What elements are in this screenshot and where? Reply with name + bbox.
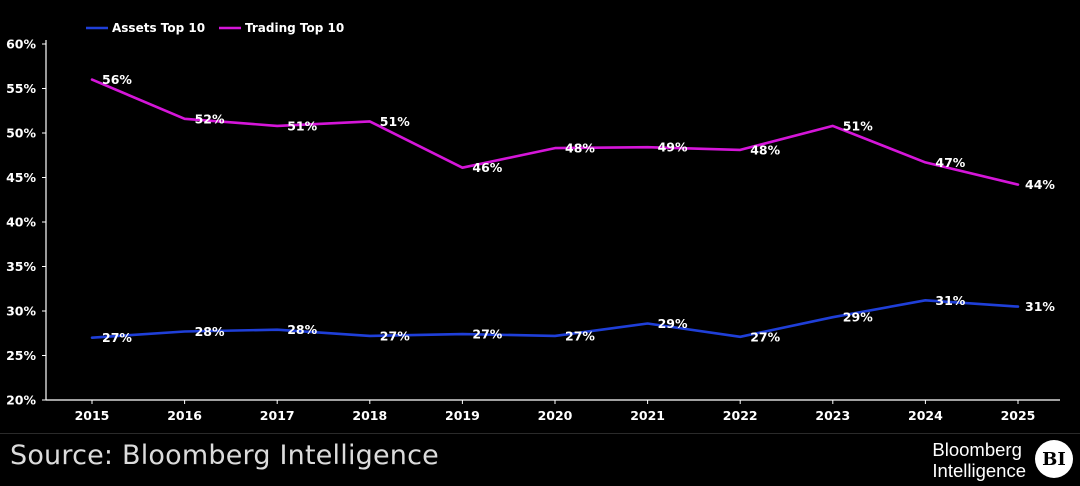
x-tick-label: 2020 [538,408,573,423]
data-label: 29% [843,310,873,325]
data-label: 46% [472,160,502,175]
data-label: 27% [750,329,780,344]
y-tick-label: 55% [6,81,36,96]
data-label: 31% [1025,299,1055,314]
x-tick-label: 2021 [630,408,665,423]
data-label: 49% [658,140,688,155]
line-chart: 20% 25% 30% 35% 40% 45% 50% 55% 60% 2015 2016 2017 2… [6,21,1060,423]
data-label: 31% [935,293,965,308]
series-line [90,78,1020,186]
x-tick-label: 2015 [75,408,110,423]
brand-line-1: Bloomberg [932,439,1022,460]
data-label: 28% [287,322,317,337]
chart-data-labels: 27% 28% 28% 27% 27% 27% 29% 27% 29% 31% 31% 56% 52% 5… [102,72,1055,345]
data-label: 51% [843,118,873,133]
data-label: 48% [565,141,595,156]
chart-series [90,78,1020,340]
footer-divider [0,433,1080,434]
data-label: 47% [935,155,965,170]
x-tick-label: 2024 [908,408,943,423]
bi-logo-badge: BI [1035,440,1073,478]
source-note: Source: Bloomberg Intelligence [10,440,439,471]
y-tick-label: 50% [6,126,36,141]
data-label: 51% [380,114,410,129]
data-label: 29% [658,316,688,331]
data-label: 44% [1025,177,1055,192]
x-tick-label: 2019 [445,408,480,423]
data-label: 52% [195,111,225,126]
y-tick-label: 60% [6,37,36,52]
data-label: 27% [102,330,132,345]
legend-label: Trading Top 10 [245,21,344,35]
brand-line-2: Intelligence [932,460,1026,481]
data-label: 28% [195,324,225,339]
x-tick-label: 2025 [1001,408,1036,423]
y-tick-label: 45% [6,170,36,185]
x-tick-label: 2023 [815,408,850,423]
x-tick-label: 2018 [352,408,387,423]
legend-label: Assets Top 10 [112,21,205,35]
x-tick-label: 2022 [723,408,758,423]
y-tick-label: 40% [6,215,36,230]
data-label: 48% [750,142,780,157]
chart-axes: 20% 25% 30% 35% 40% 45% 50% 55% 60% 2015 2016 2017 2… [6,37,1060,423]
x-tick-label: 2016 [167,408,202,423]
data-label: 27% [565,328,595,343]
data-label: 56% [102,72,132,87]
y-tick-label: 35% [6,259,36,274]
y-tick-label: 25% [6,348,36,363]
data-label: 27% [472,327,502,342]
data-label: 51% [287,118,317,133]
y-tick-label: 20% [6,393,36,408]
bloomberg-intelligence-wordmark: Bloomberg Intelligence [932,439,1026,481]
x-tick-label: 2017 [260,408,295,423]
data-label: 27% [380,328,410,343]
series-line [90,298,1020,340]
y-tick-label: 30% [6,304,36,319]
chart-legend: Assets Top 10 Trading Top 10 [86,21,344,35]
